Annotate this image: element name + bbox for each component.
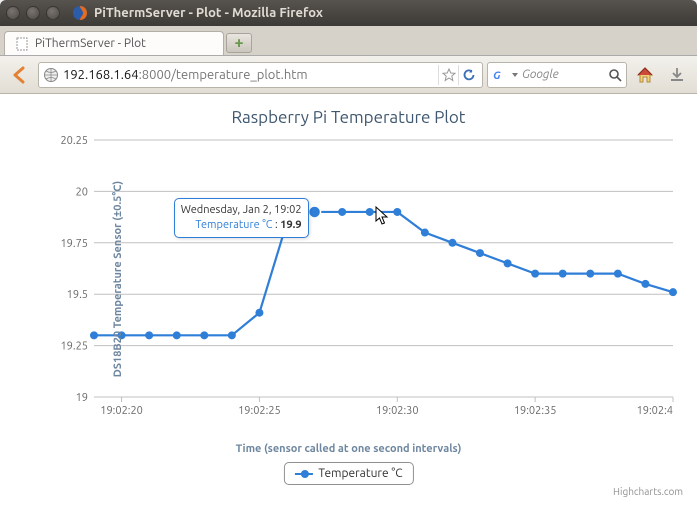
chart-title: Raspberry Pi Temperature Plot [10,108,687,127]
svg-text:20: 20 [76,186,88,198]
svg-text:19: 19 [76,392,88,404]
svg-text:19.75: 19.75 [60,238,88,250]
tab-active[interactable]: PiThermServer - Plot [4,31,224,55]
search-bar[interactable]: G Google [487,62,627,88]
window-close-button[interactable] [6,6,20,20]
y-axis-title: DS18B20 Temperature Sensor (±0.5°C) [112,180,124,376]
window-title: PiThermServer - Plot - Mozilla Firefox [72,5,323,21]
tooltip-value: 19.9 [280,219,301,231]
page-content: Raspberry Pi Temperature Plot DS18B20 Te… [0,94,697,509]
svg-text:19:02:35: 19:02:35 [514,405,557,417]
window-minimize-button[interactable] [26,6,40,20]
bookmark-star-icon[interactable] [438,65,458,85]
svg-text:19.25: 19.25 [60,341,88,353]
tab-strip: PiThermServer - Plot + [0,26,697,56]
tooltip-date: Wednesday, Jan 2, 19:02 [181,203,302,218]
window-titlebar: PiThermServer - Plot - Mozilla Firefox [0,0,697,26]
svg-text:19:02:30: 19:02:30 [376,405,419,417]
svg-text:19:02:4: 19:02:4 [637,405,673,417]
nav-toolbar: 192.168.1.64:8000/temperature_plot.htm G… [0,56,697,94]
chart-svg[interactable]: 19 19.25 19.5 19.75 20 20.25 19:02:20 19:02:25 1… [42,134,679,423]
url-bar[interactable]: 192.168.1.64:8000/temperature_plot.htm [38,62,483,88]
chart-tooltip: Wednesday, Jan 2, 19:02 Temperature °C :… [174,198,309,238]
reload-button[interactable] [458,65,478,85]
google-favicon-icon: G [492,67,508,83]
tooltip-series-label: Temperature °C [195,219,272,231]
window-maximize-button[interactable] [46,6,60,20]
svg-text:19.5: 19.5 [67,289,88,301]
home-button[interactable] [631,61,659,89]
chart-legend[interactable]: Temperature °C [283,462,413,485]
svg-text:19:02:25: 19:02:25 [238,405,281,417]
chart-plot-area[interactable]: DS18B20 Temperature Sensor (±0.5°C) 1919… [42,134,679,423]
back-button[interactable] [6,61,34,89]
chart-credits[interactable]: Highcharts.com [613,486,683,497]
legend-swatch [294,473,312,475]
x-axis-title: Time (sensor called at one second interv… [10,443,687,455]
url-path: :8000/temperature_plot.htm [139,68,308,82]
url-host: 192.168.1.64 [63,68,139,82]
firefox-icon [72,5,88,21]
svg-text:G: G [493,70,501,82]
tab-label: PiThermServer - Plot [35,37,146,50]
legend-label: Temperature °C [318,467,402,480]
globe-icon [43,67,59,83]
chart-container: Raspberry Pi Temperature Plot DS18B20 Te… [10,104,687,499]
svg-text:19:02:20: 19:02:20 [100,405,143,417]
new-tab-button[interactable]: + [226,33,252,53]
search-icon[interactable] [608,68,622,82]
dropdown-chevron-icon[interactable] [511,71,519,79]
svg-text:20.25: 20.25 [60,135,88,147]
search-placeholder: Google [522,68,559,81]
downloads-button[interactable] [663,61,691,89]
page-broken-icon [15,37,29,51]
